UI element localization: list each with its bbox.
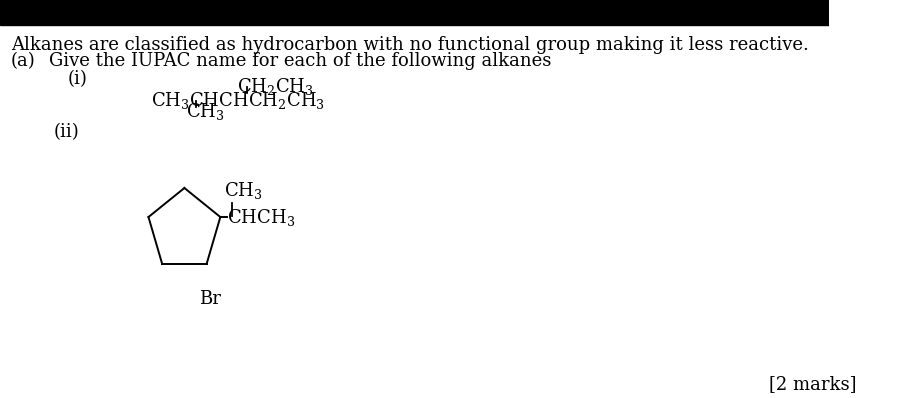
Text: Give the IUPAC name for each of the following alkanes: Give the IUPAC name for each of the foll… (50, 52, 552, 70)
Text: $\mathregular{CH_3}$: $\mathregular{CH_3}$ (224, 180, 263, 201)
Text: Alkanes are classified as hydrocarbon with no functional group making it less re: Alkanes are classified as hydrocarbon wi… (11, 36, 809, 54)
Text: [2 marks]: [2 marks] (769, 375, 857, 393)
Text: Br: Br (199, 290, 221, 308)
Text: $\mathregular{CH_3CHCHCH_2CH_3}$: $\mathregular{CH_3CHCHCH_2CH_3}$ (151, 90, 325, 111)
Text: $\mathregular{CH_2CH_3}$: $\mathregular{CH_2CH_3}$ (237, 76, 313, 97)
Text: (a): (a) (11, 52, 36, 70)
Text: $\mathregular{CH_3}$: $\mathregular{CH_3}$ (186, 101, 225, 122)
Text: (ii): (ii) (54, 123, 79, 141)
Text: (i): (i) (67, 70, 88, 88)
Bar (0, 0, 830, 25)
Text: $\mathregular{CHCH_3}$: $\mathregular{CHCH_3}$ (227, 207, 295, 228)
